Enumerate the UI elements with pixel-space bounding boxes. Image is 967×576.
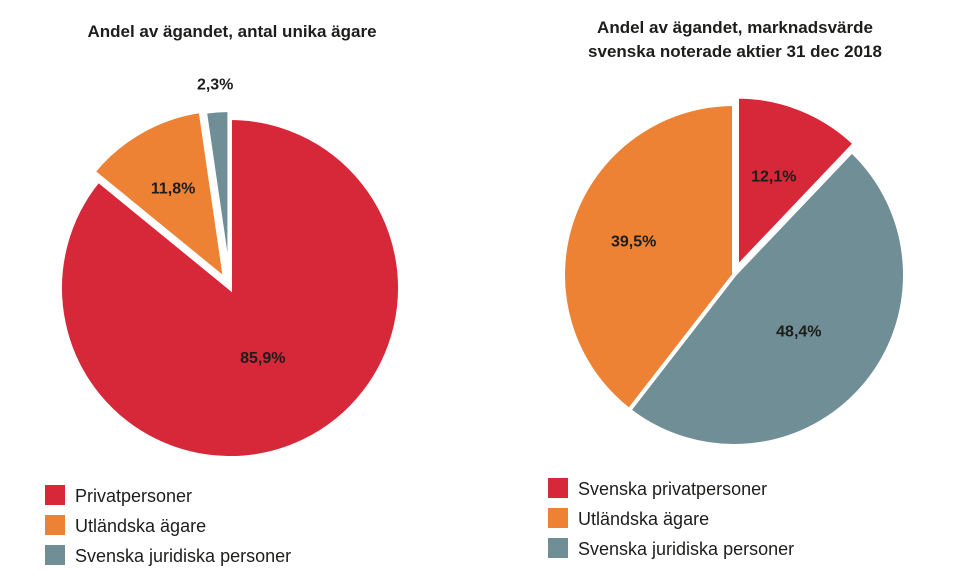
chart-2-subtitle: svenska noterade aktier 31 dec 2018 xyxy=(588,42,882,61)
legend-swatch xyxy=(548,478,568,498)
pie-slice-svenska-juridiska-personer xyxy=(626,148,907,448)
pie-slice-privatpersoner xyxy=(58,115,402,460)
slice-value-label: 12,1% xyxy=(751,168,796,185)
pie-slice-utländska-ägare xyxy=(90,108,228,285)
legend-swatch xyxy=(45,545,65,565)
chart-1-title: Andel av ägandet, antal unika ägare xyxy=(87,22,376,41)
slice-value-label: 11,8% xyxy=(151,181,195,198)
pie-slice-svenska-privatpersoner xyxy=(734,94,858,273)
legend-label: Svenska privatpersoner xyxy=(578,479,767,499)
pie-slice-svenska-juridiska-personer xyxy=(202,108,232,281)
legend-label: Utländska ägare xyxy=(578,509,709,529)
chart-2-title: Andel av ägandet, marknadsvärde xyxy=(597,18,873,37)
legend-swatch xyxy=(45,485,65,505)
legend-label: Svenska juridiska personer xyxy=(578,539,794,559)
slice-value-label: 48,4% xyxy=(776,324,821,341)
slice-value-label: 2,3% xyxy=(197,76,233,93)
pie-2: 12,1% 48,4% 39,5% Svenska privatpersoner Utl… xyxy=(548,94,907,559)
legend-label: Utländska ägare xyxy=(75,516,206,536)
slice-value-label: 39,5% xyxy=(611,234,656,251)
legend-label: Privatpersoner xyxy=(75,486,192,506)
slice-value-label: 85,9% xyxy=(240,350,285,367)
legend-label: Svenska juridiska personer xyxy=(75,546,291,566)
pie-slice-utländska-ägare xyxy=(561,101,736,413)
legend-swatch xyxy=(548,508,568,528)
legend-swatch xyxy=(548,538,568,558)
pie-1: 85,9% 11,8% 2,3% Privatpersoner Utländska äg… xyxy=(45,76,402,566)
legend-swatch xyxy=(45,515,65,535)
